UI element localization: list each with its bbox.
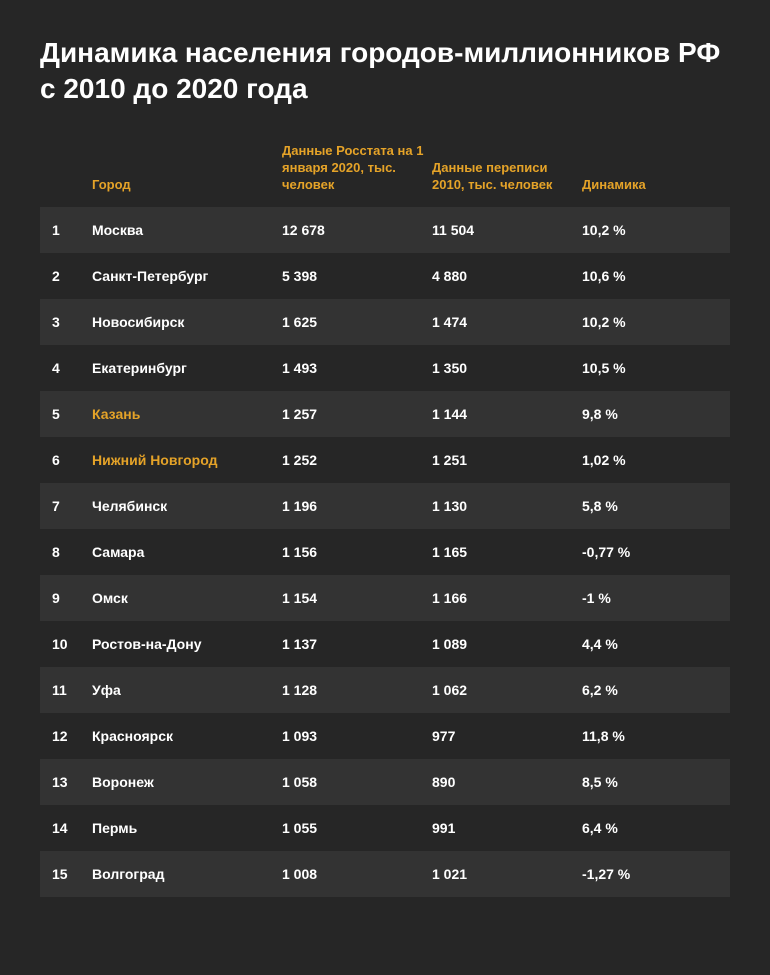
- cell-pop2020: 12 678: [282, 222, 432, 238]
- cell-rank: 10: [52, 636, 92, 652]
- table-row: 10Ростов-на-Дону1 1371 0894,4 %: [40, 621, 730, 667]
- cell-rank: 14: [52, 820, 92, 836]
- cell-change: 10,2 %: [582, 222, 702, 238]
- cell-pop2010: 1 021: [432, 866, 582, 882]
- table-row: 7Челябинск1 1961 1305,8 %: [40, 483, 730, 529]
- cell-change: -0,77 %: [582, 544, 702, 560]
- page-title: Динамика населения городов-миллионников …: [40, 35, 730, 108]
- cell-city: Екатеринбург: [92, 360, 282, 376]
- table-row: 6Нижний Новгород1 2521 2511,02 %: [40, 437, 730, 483]
- table-header-row: Город Данные Росстата на 1 января 2020, …: [40, 143, 730, 208]
- cell-change: 6,2 %: [582, 682, 702, 698]
- cell-city: Омск: [92, 590, 282, 606]
- table-row: 4Екатеринбург1 4931 35010,5 %: [40, 345, 730, 391]
- cell-pop2010: 1 089: [432, 636, 582, 652]
- cell-city: Красноярск: [92, 728, 282, 744]
- cell-change: 6,4 %: [582, 820, 702, 836]
- cell-change: 8,5 %: [582, 774, 702, 790]
- cell-rank: 1: [52, 222, 92, 238]
- cell-pop2010: 1 251: [432, 452, 582, 468]
- cell-rank: 3: [52, 314, 92, 330]
- table-row: 3Новосибирск1 6251 47410,2 %: [40, 299, 730, 345]
- cell-change: 10,6 %: [582, 268, 702, 284]
- table-row: 2Санкт-Петербург5 3984 88010,6 %: [40, 253, 730, 299]
- cell-pop2020: 1 156: [282, 544, 432, 560]
- cell-city: Пермь: [92, 820, 282, 836]
- table-row: 5Казань1 2571 1449,8 %: [40, 391, 730, 437]
- cell-city: Москва: [92, 222, 282, 238]
- cell-change: 10,5 %: [582, 360, 702, 376]
- table-row: 8Самара1 1561 165-0,77 %: [40, 529, 730, 575]
- cell-pop2010: 1 350: [432, 360, 582, 376]
- table-row: 14Пермь1 0559916,4 %: [40, 805, 730, 851]
- cell-change: 10,2 %: [582, 314, 702, 330]
- cell-city: Ростов-на-Дону: [92, 636, 282, 652]
- table-row: 9Омск1 1541 166-1 %: [40, 575, 730, 621]
- cell-rank: 8: [52, 544, 92, 560]
- cell-rank: 9: [52, 590, 92, 606]
- cell-pop2020: 1 008: [282, 866, 432, 882]
- cell-city: Новосибирск: [92, 314, 282, 330]
- cell-pop2010: 991: [432, 820, 582, 836]
- cell-rank: 11: [52, 682, 92, 698]
- cell-pop2020: 1 493: [282, 360, 432, 376]
- cell-rank: 15: [52, 866, 92, 882]
- cell-city: Санкт-Петербург: [92, 268, 282, 284]
- cell-pop2020: 1 093: [282, 728, 432, 744]
- cell-pop2010: 1 474: [432, 314, 582, 330]
- cell-city: Казань: [92, 406, 282, 422]
- cell-pop2020: 1 154: [282, 590, 432, 606]
- cell-city: Воронеж: [92, 774, 282, 790]
- cell-pop2020: 1 625: [282, 314, 432, 330]
- table-row: 11Уфа1 1281 0626,2 %: [40, 667, 730, 713]
- header-pop2020: Данные Росстата на 1 января 2020, тыс. ч…: [282, 143, 432, 194]
- cell-city: Уфа: [92, 682, 282, 698]
- cell-change: 4,4 %: [582, 636, 702, 652]
- cell-rank: 13: [52, 774, 92, 790]
- cell-pop2020: 1 137: [282, 636, 432, 652]
- cell-rank: 5: [52, 406, 92, 422]
- table-row: 13Воронеж1 0588908,5 %: [40, 759, 730, 805]
- cell-pop2020: 1 257: [282, 406, 432, 422]
- cell-change: -1 %: [582, 590, 702, 606]
- cell-city: Самара: [92, 544, 282, 560]
- header-city: Город: [92, 177, 282, 194]
- table-row: 15Волгоград1 0081 021-1,27 %: [40, 851, 730, 897]
- cell-pop2010: 890: [432, 774, 582, 790]
- cell-city: Челябинск: [92, 498, 282, 514]
- cell-rank: 6: [52, 452, 92, 468]
- table-row: 12Красноярск1 09397711,8 %: [40, 713, 730, 759]
- cell-pop2020: 1 055: [282, 820, 432, 836]
- cell-rank: 12: [52, 728, 92, 744]
- cell-change: 9,8 %: [582, 406, 702, 422]
- cell-pop2010: 1 166: [432, 590, 582, 606]
- cell-pop2010: 1 144: [432, 406, 582, 422]
- cell-pop2020: 1 196: [282, 498, 432, 514]
- cell-change: 11,8 %: [582, 728, 702, 744]
- cell-pop2020: 1 128: [282, 682, 432, 698]
- cell-pop2010: 1 062: [432, 682, 582, 698]
- cell-change: -1,27 %: [582, 866, 702, 882]
- cell-city: Волгоград: [92, 866, 282, 882]
- table-body: 1Москва12 67811 50410,2 %2Санкт-Петербур…: [40, 207, 730, 897]
- table-row: 1Москва12 67811 50410,2 %: [40, 207, 730, 253]
- cell-pop2010: 11 504: [432, 222, 582, 238]
- cell-rank: 2: [52, 268, 92, 284]
- cell-rank: 7: [52, 498, 92, 514]
- cell-pop2010: 4 880: [432, 268, 582, 284]
- cell-rank: 4: [52, 360, 92, 376]
- cell-city: Нижний Новгород: [92, 452, 282, 468]
- cell-pop2020: 5 398: [282, 268, 432, 284]
- cell-pop2020: 1 252: [282, 452, 432, 468]
- cell-pop2020: 1 058: [282, 774, 432, 790]
- cell-pop2010: 977: [432, 728, 582, 744]
- cell-change: 5,8 %: [582, 498, 702, 514]
- header-pop2010: Данные переписи 2010, тыс. человек: [432, 160, 582, 194]
- cell-pop2010: 1 165: [432, 544, 582, 560]
- population-table: Город Данные Росстата на 1 января 2020, …: [40, 143, 730, 898]
- header-change: Динамика: [582, 177, 702, 194]
- cell-pop2010: 1 130: [432, 498, 582, 514]
- cell-change: 1,02 %: [582, 452, 702, 468]
